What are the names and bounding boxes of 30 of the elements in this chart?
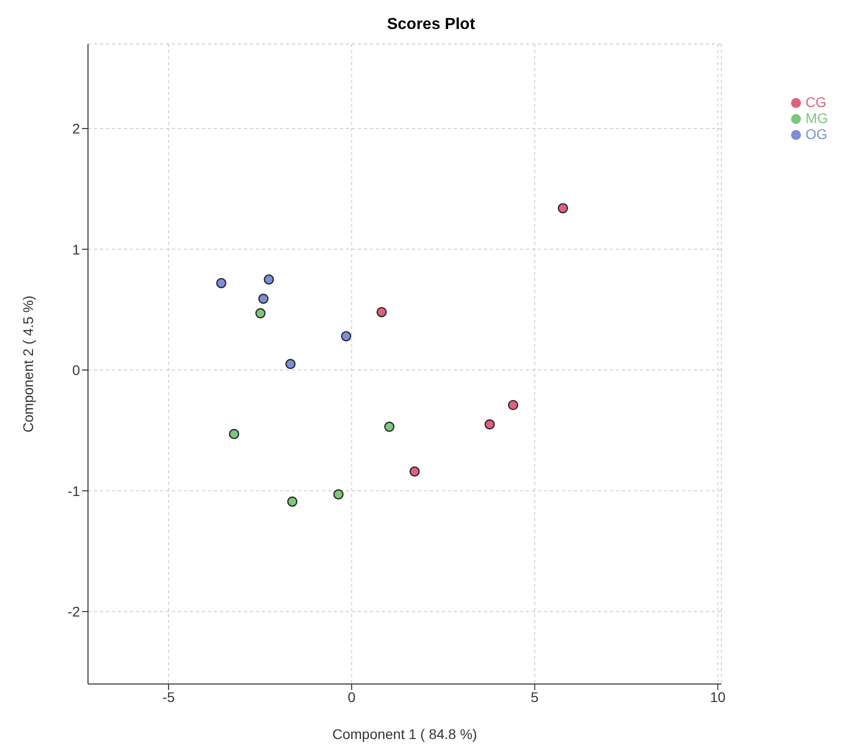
point [333,489,344,500]
point [264,274,274,285]
x-axis-title: Component 1 ( 84.8 %) [332,726,478,742]
y-tick-label: 2 [72,120,80,136]
y-tick-label: 0 [72,362,80,378]
y-tick-label: -2 [68,604,80,620]
point [558,203,568,214]
point [484,419,495,430]
point [287,496,298,507]
x-tick-label: 5 [530,688,539,705]
point [384,422,394,432]
point [285,358,296,370]
y-axis-title: Component 2 ( 4.5 %) [20,296,36,432]
chart-title: Scores Plot [386,15,476,34]
point [409,466,420,477]
x-tick-label: 10 [710,688,726,705]
x-tick-label: -5 [162,688,175,705]
point [258,294,268,304]
y-tick-label: 1 [72,241,80,258]
y-tick-label: -1 [68,482,80,499]
point [341,331,352,342]
legend-label: MG [805,110,828,126]
x-tick-label: 0 [348,688,356,705]
point [508,400,518,410]
point [376,306,387,318]
legend-label: CG [805,94,826,110]
point [228,428,240,440]
point [216,278,226,288]
point [255,308,266,318]
legend-label: OG [805,126,828,142]
